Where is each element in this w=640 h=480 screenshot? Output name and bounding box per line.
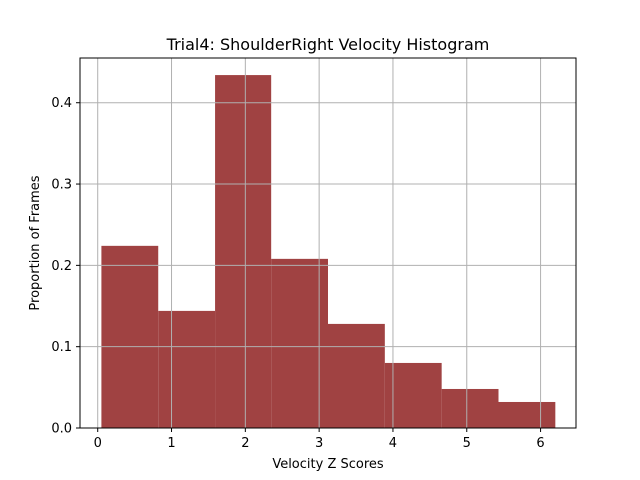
bars — [101, 75, 556, 428]
histogram-bar-5 — [328, 323, 385, 428]
histogram-bar-3 — [215, 75, 272, 428]
x-tick-label: 3 — [315, 436, 323, 451]
y-tick-label: 0.3 — [51, 178, 72, 193]
histogram-bar-4 — [271, 258, 328, 428]
histogram-bar-8 — [498, 401, 556, 428]
grid-lines — [80, 58, 576, 429]
histogram-bar-2 — [158, 310, 216, 428]
y-tick-label: 0.0 — [51, 422, 72, 437]
y-tick-label: 0.1 — [51, 340, 72, 355]
x-axis-label: Velocity Z Scores — [272, 457, 384, 472]
x-tick-label: 0 — [94, 436, 102, 451]
x-tick-label: 2 — [241, 436, 249, 451]
plot-frame — [79, 57, 577, 429]
chart-title: Trial4: ShoulderRight Velocity Histogram — [166, 35, 490, 54]
x-tick-label: 5 — [463, 436, 471, 451]
histogram-bar-7 — [441, 388, 499, 428]
x-axis-ticks: 0 1 2 3 4 5 6 — [94, 428, 545, 451]
histogram-bar-1 — [101, 245, 159, 428]
histogram-bar-6 — [384, 362, 442, 428]
y-axis-label: Proportion of Frames — [28, 175, 43, 310]
y-axis-ticks: 0.0 0.1 0.2 0.3 0.4 — [51, 96, 80, 437]
y-tick-label: 0.4 — [51, 96, 72, 111]
x-tick-label: 4 — [389, 436, 397, 451]
x-tick-label: 1 — [167, 436, 175, 451]
y-tick-label: 0.2 — [51, 259, 72, 274]
x-tick-label: 6 — [536, 436, 544, 451]
